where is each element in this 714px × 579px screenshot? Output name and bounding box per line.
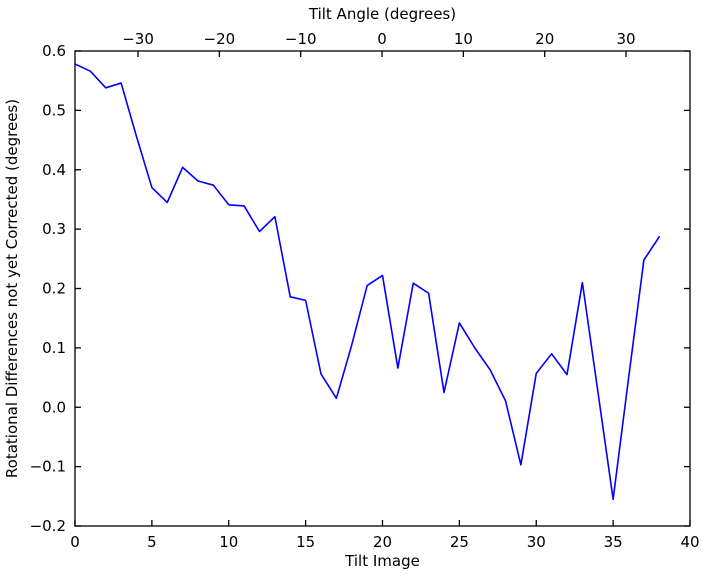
x-tick-label: 35	[604, 533, 623, 551]
x-axis-title: Tilt Image	[344, 552, 420, 570]
y-tick-label: 0.0	[42, 398, 66, 416]
data-line	[74, 63, 661, 501]
y-tick-label: −0.2	[30, 517, 66, 535]
chart-generated-layer: 0 5 10 15 20 25 30 35 40 −0.2 −0.1 0.0 0.1 0.2 0.3 0.4 0…	[30, 30, 700, 551]
y-tick-label: 0.3	[42, 220, 66, 238]
plot-frame	[74, 50, 691, 527]
y-axis-title: Rotational Differences not yet Corrected…	[3, 99, 21, 478]
top-tick-label: −20	[204, 30, 236, 48]
y-tick-label: 0.5	[42, 101, 66, 119]
x-tick-label: 30	[527, 533, 546, 551]
y-tick-label: 0.6	[42, 42, 66, 60]
top-tick-label: 0	[377, 30, 387, 48]
top-tick-label: −30	[122, 30, 154, 48]
top-tick-label: 20	[535, 30, 554, 48]
top-tick-label: 10	[454, 30, 473, 48]
top-tick-label: −10	[285, 30, 317, 48]
x-tick-label: 10	[219, 533, 238, 551]
y-tick-label: 0.1	[42, 339, 66, 357]
x-tick-label: 25	[450, 533, 469, 551]
x-tick-label: 15	[296, 533, 315, 551]
x-tick-label: 5	[147, 533, 157, 551]
y-tick-label: −0.1	[30, 458, 66, 476]
x-tick-label: 40	[680, 533, 699, 551]
x-tick-label: 0	[70, 533, 80, 551]
top-tick-label: 30	[616, 30, 635, 48]
top-axis-title: Tilt Angle (degrees)	[308, 5, 456, 23]
y-tick-label: 0.4	[42, 161, 66, 179]
x-tick-label: 20	[373, 533, 392, 551]
y-tick-label: 0.2	[42, 280, 66, 298]
